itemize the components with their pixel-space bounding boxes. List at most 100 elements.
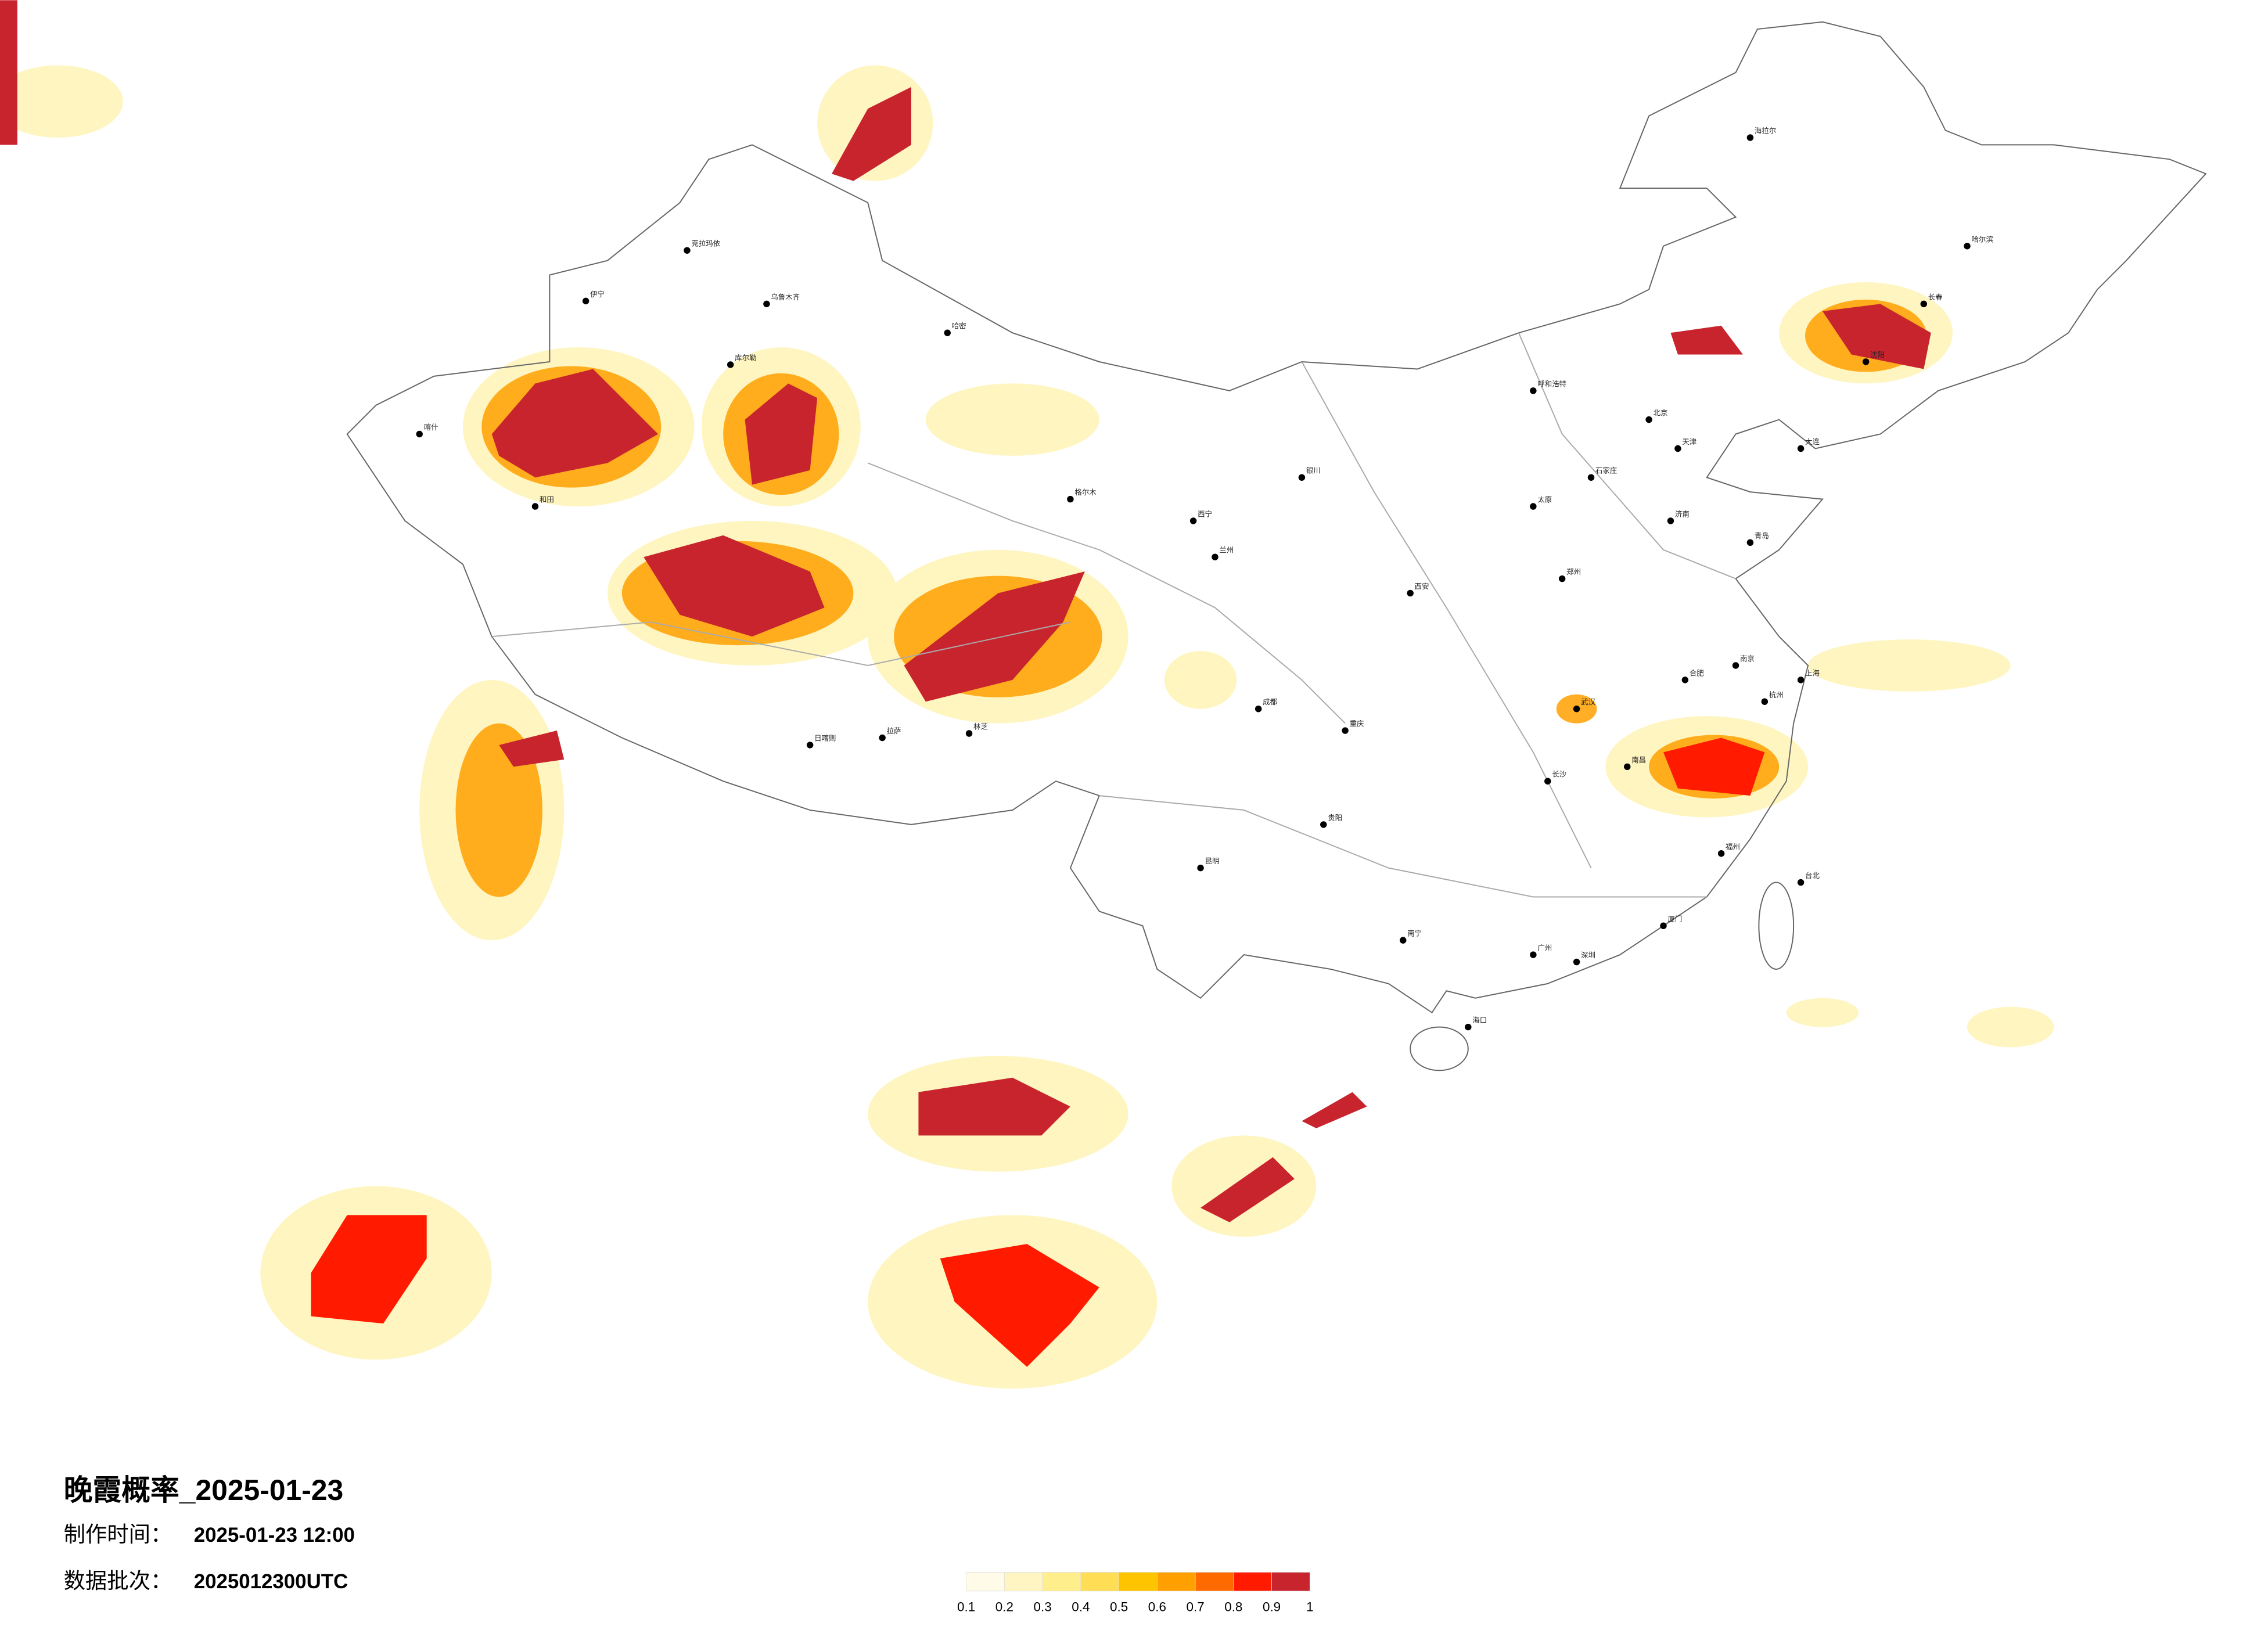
city-dot bbox=[1573, 705, 1580, 713]
city-label: 厦门 bbox=[1667, 915, 1682, 923]
city-label: 长沙 bbox=[1552, 771, 1566, 779]
city-label: 克拉玛依 bbox=[691, 239, 720, 248]
city-dot bbox=[1573, 958, 1580, 966]
legend-tick-label: 0.7 bbox=[1187, 1600, 1205, 1614]
legend-tick-label: 0.1 bbox=[957, 1600, 975, 1614]
boundaries bbox=[346, 21, 2207, 1071]
city-dot bbox=[1530, 503, 1537, 510]
city-label: 南宁 bbox=[1407, 929, 1422, 938]
legend-swatch bbox=[1195, 1572, 1234, 1592]
city-dot bbox=[1197, 864, 1204, 872]
city-dot bbox=[1067, 495, 1074, 503]
city-label: 广州 bbox=[1537, 944, 1552, 952]
city-dot bbox=[1964, 243, 1971, 250]
city-dot bbox=[1530, 951, 1537, 958]
city-label: 日喀则 bbox=[814, 734, 836, 742]
city-label: 拉萨 bbox=[887, 726, 901, 735]
city-label: 银川 bbox=[1306, 467, 1321, 475]
legend-swatch bbox=[1156, 1572, 1196, 1592]
city-label: 乌鲁木齐 bbox=[771, 293, 800, 301]
city-dot bbox=[727, 361, 734, 368]
city-label: 哈尔滨 bbox=[1971, 235, 1993, 243]
city-label: 兰州 bbox=[1219, 546, 1234, 555]
city-label: 西安 bbox=[1415, 582, 1429, 591]
city-label: 呼和浩特 bbox=[1537, 379, 1566, 388]
legend-swatch bbox=[1042, 1572, 1081, 1592]
city-dot bbox=[1465, 1023, 1472, 1031]
city-label: 北京 bbox=[1654, 409, 1668, 417]
city-dot bbox=[1862, 358, 1870, 365]
legend-tick-label: 0.5 bbox=[1110, 1600, 1128, 1614]
city-dot bbox=[1624, 763, 1631, 771]
city-dot bbox=[416, 430, 423, 438]
city-label: 伊宁 bbox=[590, 290, 605, 298]
city-dot bbox=[1732, 662, 1739, 669]
legend-tick-label: 0.6 bbox=[1148, 1600, 1166, 1614]
legend-swatch bbox=[966, 1572, 1005, 1592]
city-dot bbox=[879, 734, 886, 742]
city-dot bbox=[1674, 445, 1681, 452]
city-label: 南昌 bbox=[1631, 756, 1646, 764]
legend: 0.1 0.2 0.3 0.4 0.5 0.6 0.7 0.8 0.9 1 bbox=[957, 1572, 1314, 1614]
city-dot bbox=[582, 297, 590, 305]
city-dot bbox=[763, 300, 770, 308]
legend-tick-label: 0.2 bbox=[995, 1600, 1013, 1614]
city-dot bbox=[531, 503, 539, 510]
city-label: 喀什 bbox=[424, 423, 438, 431]
city-label: 杭州 bbox=[1769, 690, 1784, 699]
city-label: 海拉尔 bbox=[1755, 126, 1776, 135]
city-dot bbox=[1746, 134, 1754, 141]
city-label: 林芝 bbox=[973, 722, 988, 731]
city-dot bbox=[944, 329, 951, 336]
city-label: 天津 bbox=[1682, 438, 1696, 446]
city-label: 郑州 bbox=[1566, 567, 1581, 576]
city-dot bbox=[1746, 539, 1754, 546]
legend-tick-label: 0.9 bbox=[1263, 1600, 1281, 1614]
legend-swatch bbox=[1271, 1572, 1310, 1592]
city-dot bbox=[1797, 445, 1805, 452]
city-label: 武汉 bbox=[1581, 698, 1595, 706]
city-dot bbox=[1320, 821, 1327, 828]
city-label: 和田 bbox=[540, 496, 554, 504]
city-label: 济南 bbox=[1675, 509, 1690, 518]
city-label: 青岛 bbox=[1755, 531, 1769, 540]
city-label: 格尔木 bbox=[1074, 488, 1097, 497]
meta-value: 2025012300UTC bbox=[194, 1570, 348, 1593]
meta-label: 数据批次： bbox=[64, 1569, 172, 1593]
city-dot bbox=[965, 730, 973, 737]
city-label: 南京 bbox=[1740, 654, 1755, 663]
city-dot bbox=[1399, 937, 1407, 944]
city-label: 哈密 bbox=[952, 322, 966, 330]
haze-layer bbox=[0, 65, 2054, 1389]
city-label: 沈阳 bbox=[1870, 351, 1885, 359]
city-label: 重庆 bbox=[1350, 720, 1364, 728]
meta-label: 制作时间： bbox=[64, 1522, 172, 1546]
city-dot bbox=[1761, 698, 1769, 705]
legend-swatch bbox=[1233, 1572, 1272, 1592]
city-dot bbox=[1189, 517, 1197, 524]
city-dot bbox=[1342, 727, 1349, 734]
city-dot bbox=[1407, 589, 1414, 597]
map-title: 晚霞概率_2025-01-23 bbox=[64, 1474, 344, 1506]
legend-tick-label: 0.4 bbox=[1072, 1600, 1090, 1614]
legend-tick-label: 0.8 bbox=[1224, 1600, 1242, 1614]
city-dot bbox=[1298, 474, 1306, 481]
city-dot bbox=[1558, 575, 1566, 582]
legend-tick-label: 0.3 bbox=[1034, 1600, 1052, 1614]
legend-swatch bbox=[1080, 1572, 1119, 1592]
city-dot bbox=[684, 247, 691, 254]
city-dot bbox=[1212, 553, 1219, 560]
legend-swatch bbox=[1119, 1572, 1158, 1592]
meta-value: 2025-01-23 12:00 bbox=[194, 1524, 355, 1546]
city-dot bbox=[1255, 705, 1262, 713]
legend-swatch bbox=[1004, 1572, 1043, 1592]
city-label: 贵阳 bbox=[1328, 814, 1342, 822]
city-label: 长春 bbox=[1928, 293, 1943, 301]
city-dot bbox=[1717, 850, 1725, 857]
city-label: 西宁 bbox=[1198, 509, 1212, 518]
city-dot bbox=[1660, 922, 1667, 929]
city-dot bbox=[1544, 778, 1551, 785]
city-dot bbox=[1587, 474, 1595, 481]
